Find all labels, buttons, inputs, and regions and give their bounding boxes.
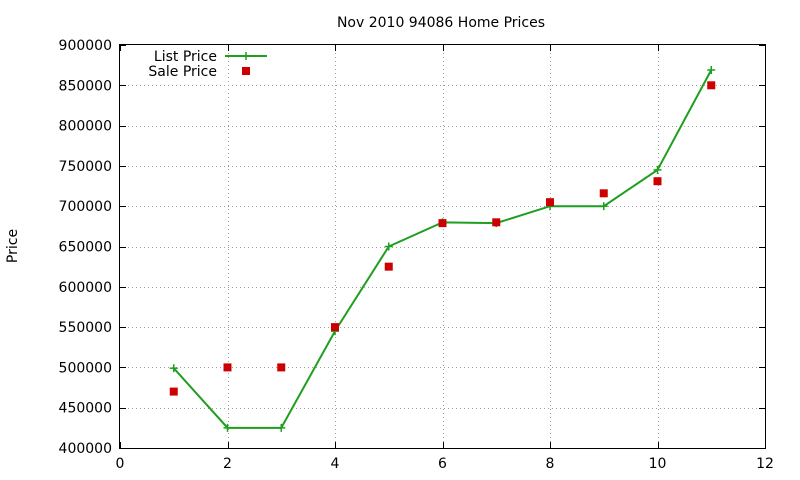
x-tick-label: 6 xyxy=(438,456,447,472)
sale-price-point xyxy=(492,218,501,227)
y-tick-label: 450000 xyxy=(59,401,112,417)
y-tick-label: 900000 xyxy=(59,38,112,54)
y-axis-label: Price xyxy=(5,229,21,263)
legend-swatch-sale-price xyxy=(242,67,250,75)
x-tick-label: 8 xyxy=(546,456,555,472)
axis-ticks: 0 2 4 6 8 10 12 400000 450000 500000 550000 600000 6… xyxy=(59,38,774,472)
y-tick-label: 700000 xyxy=(59,199,112,215)
list-price-point xyxy=(223,423,232,432)
sale-price-point xyxy=(546,198,554,207)
y-tick-label: 750000 xyxy=(59,159,112,175)
series xyxy=(169,65,716,432)
y-tick-label: 550000 xyxy=(59,320,112,336)
plot-frame xyxy=(119,44,766,449)
chart-title: Nov 2010 94086 Home Prices xyxy=(337,15,545,31)
x-tick-label: 0 xyxy=(116,456,125,472)
sale-price-point xyxy=(653,177,662,186)
list-price-point xyxy=(653,165,662,174)
sale-price-point xyxy=(438,219,447,228)
list-price-line xyxy=(173,69,713,429)
y-tick-label: 800000 xyxy=(59,119,112,135)
list-price-point xyxy=(707,65,716,74)
list-price-point xyxy=(169,364,178,373)
legend-label-list-price: List Price xyxy=(154,49,217,65)
legend-label-sale-price: Sale Price xyxy=(148,64,217,80)
sale-price-point xyxy=(384,262,393,271)
x-tick-label: 2 xyxy=(223,456,232,472)
sale-price-point xyxy=(599,189,608,198)
x-tick-label: 10 xyxy=(649,456,667,472)
list-price-point xyxy=(384,242,393,251)
x-tick-label: 12 xyxy=(756,456,774,472)
y-tick-label: 600000 xyxy=(59,280,112,296)
sale-price-point xyxy=(707,81,716,90)
y-tick-label: 400000 xyxy=(59,441,112,457)
legend: List Price Sale Price xyxy=(148,49,267,80)
legend-plus-marker xyxy=(242,52,250,60)
list-price-point xyxy=(277,423,286,432)
y-tick-label: 850000 xyxy=(59,78,112,94)
sale-price-point xyxy=(169,387,178,396)
x-tick-label: 4 xyxy=(331,456,340,472)
grid xyxy=(120,45,765,448)
list-price-point xyxy=(599,202,608,211)
y-tick-label: 500000 xyxy=(59,360,112,376)
sale-price-point xyxy=(331,323,339,332)
sale-price-point xyxy=(223,363,232,372)
y-tick-label: 650000 xyxy=(59,240,112,256)
sale-price-point xyxy=(277,363,286,372)
